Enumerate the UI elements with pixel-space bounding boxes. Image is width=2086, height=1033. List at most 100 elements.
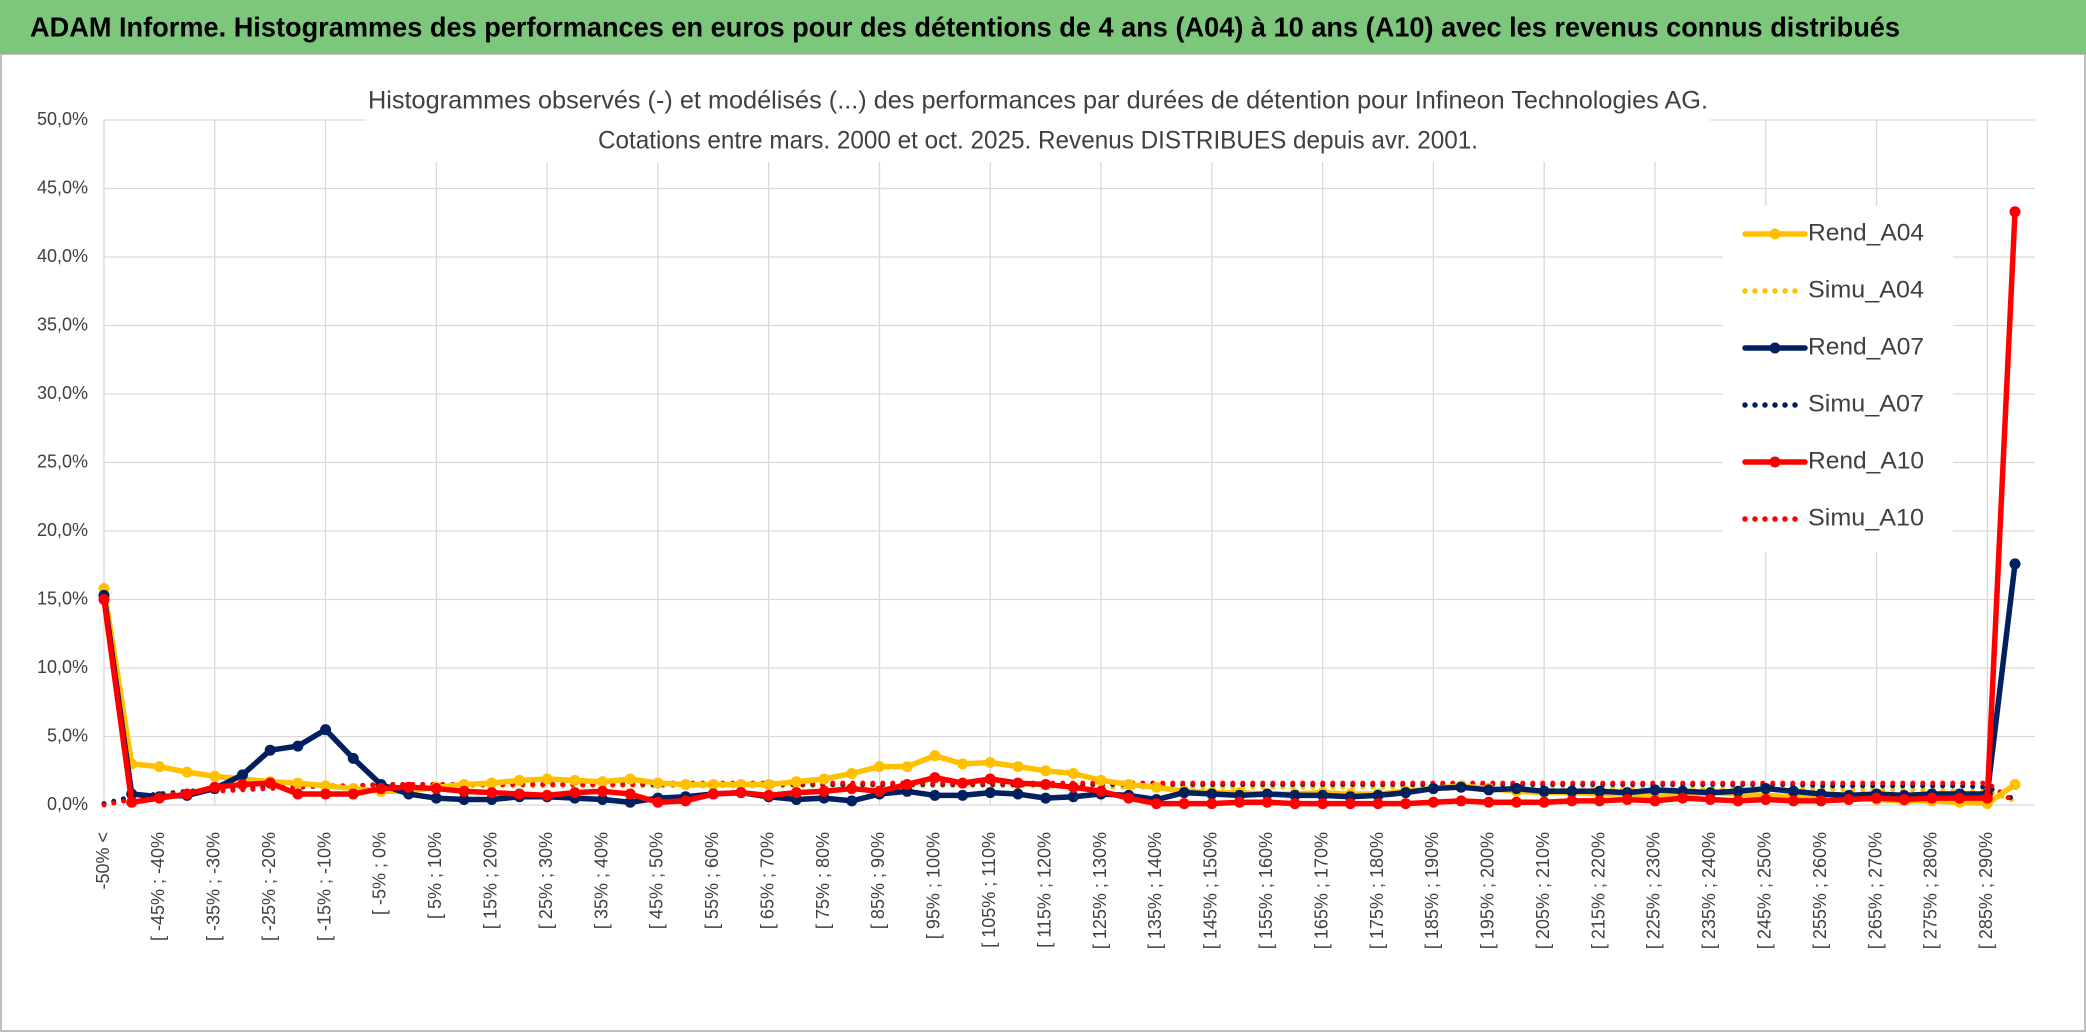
x-tick-label: [ 5% ; 10% [425, 832, 445, 919]
point [984, 757, 996, 769]
point [1538, 785, 1550, 797]
y-tick-label: 0,0% [47, 794, 88, 814]
point [1040, 765, 1052, 777]
x-tick-label: [ 125% ; 130% [1090, 832, 1110, 949]
point [1372, 798, 1384, 810]
point [486, 787, 498, 799]
point [624, 773, 636, 785]
point [1261, 788, 1273, 800]
point [929, 750, 941, 762]
point [1067, 767, 1079, 779]
x-tick-label: [ 165% ; 170% [1311, 832, 1331, 949]
point [513, 788, 525, 800]
point [181, 788, 193, 800]
point [1289, 789, 1301, 801]
point [1067, 791, 1079, 803]
point [569, 774, 581, 786]
y-tick-label: 15,0% [37, 588, 88, 608]
point [873, 785, 885, 797]
x-tick-label: [ 225% ; 230% [1644, 832, 1664, 949]
point [1510, 783, 1522, 795]
x-tick-label: [ 95% ; 100% [924, 832, 944, 939]
point [153, 761, 165, 773]
x-tick-label: [ 175% ; 180% [1367, 832, 1387, 949]
point [1787, 785, 1799, 797]
point [957, 758, 969, 770]
point [347, 788, 359, 800]
point [652, 796, 664, 808]
x-tick-label: [ 25% ; 30% [536, 832, 556, 929]
x-tick-label: [ 145% ; 150% [1201, 832, 1221, 949]
point [1898, 794, 1910, 806]
x-tick-label: [ 15% ; 20% [480, 832, 500, 929]
point [1206, 798, 1218, 810]
x-tick-label: [ 75% ; 80% [813, 832, 833, 929]
x-tick-label: [ 235% ; 240% [1699, 832, 1719, 949]
banner-title: ADAM Informe. Histogrammes des performan… [30, 11, 1900, 42]
legend-background [1723, 206, 1953, 552]
point [1012, 788, 1024, 800]
point [209, 781, 221, 793]
point [181, 766, 193, 778]
point [1649, 784, 1661, 796]
point [347, 752, 359, 764]
point [763, 789, 775, 801]
point [1234, 796, 1246, 808]
point [2009, 206, 2021, 218]
point [1150, 781, 1162, 793]
point [1621, 794, 1633, 806]
y-tick-label: 50,0% [37, 109, 88, 129]
point [375, 783, 387, 795]
point [1261, 796, 1273, 808]
point [1981, 792, 1993, 804]
legend-label: Rend_A04 [1808, 219, 1924, 246]
legend-label: Rend_A07 [1808, 333, 1924, 360]
y-tick-label: 20,0% [37, 520, 88, 540]
point [1178, 787, 1190, 799]
y-tick-label: 35,0% [37, 314, 88, 334]
point [1649, 795, 1661, 807]
point [513, 774, 525, 786]
banner [0, 0, 2086, 54]
x-tick-label: [ 115% ; 120% [1034, 832, 1054, 948]
x-tick-label: [ -5% ; 0% [370, 832, 390, 915]
point [236, 769, 248, 781]
x-tick-label: [ 205% ; 210% [1533, 832, 1553, 949]
point [652, 777, 664, 789]
point [984, 773, 996, 785]
point [957, 777, 969, 789]
point [1095, 774, 1107, 786]
point [1760, 783, 1772, 795]
point [458, 794, 470, 806]
point [1400, 787, 1412, 799]
x-tick-label: [ -45% ; -40% [148, 832, 168, 941]
point [1206, 788, 1218, 800]
point [1483, 796, 1495, 808]
point [1012, 777, 1024, 789]
point [1178, 798, 1190, 810]
point [1067, 781, 1079, 793]
point [818, 773, 830, 785]
point [929, 789, 941, 801]
x-tick-label: [ 155% ; 160% [1256, 832, 1276, 949]
simulated-line [101, 780, 2018, 808]
point [2009, 778, 2021, 790]
point [1400, 798, 1412, 810]
point [1677, 792, 1689, 804]
point [707, 778, 719, 790]
point [1427, 783, 1439, 795]
point [901, 778, 913, 790]
point [98, 594, 110, 605]
point [1594, 795, 1606, 807]
point [1040, 778, 1052, 790]
x-tick-label: [ 195% ; 200% [1478, 832, 1498, 949]
point [1455, 795, 1467, 807]
point [1954, 792, 1966, 804]
point [597, 794, 609, 806]
x-tick-label: -50% < [93, 832, 113, 890]
x-tick-label: [ 55% ; 60% [702, 832, 722, 929]
point [292, 740, 304, 752]
x-tick-label: [ 185% ; 190% [1422, 832, 1442, 949]
